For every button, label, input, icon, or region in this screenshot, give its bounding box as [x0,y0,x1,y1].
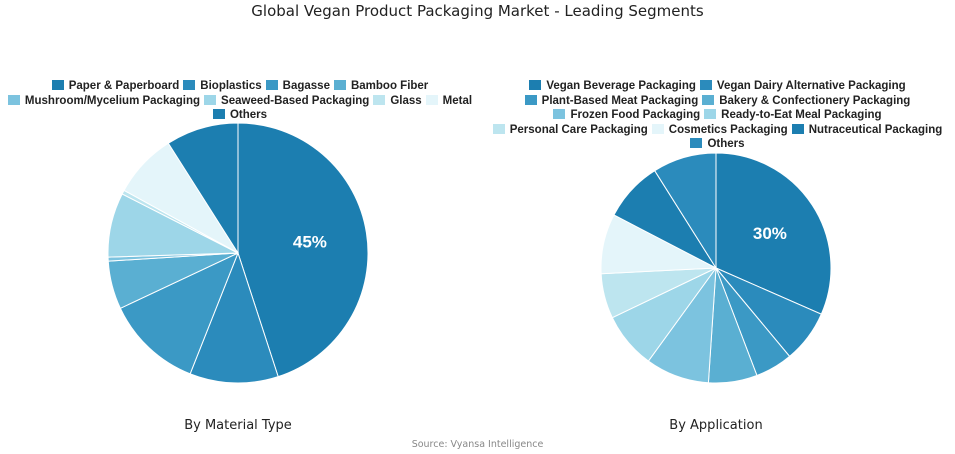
legend-swatch [212,109,225,119]
legend-item: Nutraceutical Packaging [791,123,943,138]
pie-slice [119,252,239,375]
legend-label: Personal Care Packaging [509,123,648,136]
slice-data-label: 45% [293,233,327,252]
legend-item: Bagasse [265,79,330,94]
legend-label: Vegan Dairy Alternative Packaging [716,80,906,92]
legend-item: Seaweed-Based Packaging [204,94,369,109]
material-type-subtitle: By Material Type [184,418,292,433]
pie-slice [189,251,279,384]
legend-swatch [51,80,64,90]
legend-item: Others [690,137,745,152]
application-legend: Vegan Beverage Packaging Vegan Dairy Alte… [485,79,950,152]
legend-swatch [204,94,217,105]
legend-label: Ready-to-Eat Meal Packaging [721,109,882,121]
legend-label: Glass [390,94,422,107]
legend-swatch [791,123,804,134]
legend-label: Others [229,109,268,121]
legend-item: Bakery & Confectionery Packaging [702,94,910,109]
legend-label: Vegan Beverage Packaging [546,80,696,92]
legend-item: Paper & Paperboard [51,79,180,94]
legend-swatch [699,80,712,90]
pie-slice [715,152,832,315]
legend-item: Vegan Beverage Packaging [529,79,696,94]
chart-title: Global Vegan Product Packaging Market - … [251,2,704,20]
legend-label: Bioplastics [200,80,262,92]
legend-swatch [492,123,505,134]
legend-item: Others [212,108,268,123]
legend-label: Cosmetics Packaging [668,123,788,136]
legend-swatch [425,94,438,105]
legend-item: Bioplastics [183,79,262,94]
pie-slice [237,122,369,378]
source-note: Source: Vyansa Intelligence [411,439,544,450]
legend-item: Ready-to-Eat Meal Packaging [704,108,882,123]
legend-label: Bakery & Confectionery Packaging [719,94,911,107]
legend-label: Bamboo Fiber [350,80,429,92]
application-subtitle: By Application [669,418,763,433]
legend-label: Mushroom/Mycelium Packaging [24,94,201,107]
material-type-legend: Paper & Paperboard Bioplastics Bagasse Bamb… [5,79,475,123]
pie-slice [654,152,717,270]
legend-label: Metal [442,94,473,107]
legend-swatch [651,123,664,134]
legend-swatch [183,80,196,90]
legend-swatch [7,94,20,105]
legend-item: Metal [425,94,473,109]
legend-label: Others [707,138,745,150]
legend-label: Paper & Paperboard [68,80,180,92]
legend-label: Plant-Based Meat Packaging [541,94,699,107]
legend-label: Frozen Food Packaging [570,109,701,121]
legend-swatch [333,80,346,90]
legend-label: Bagasse [282,80,330,92]
legend-item: Mushroom/Mycelium Packaging [7,94,201,109]
legend-swatch [373,94,386,105]
legend-label: Seaweed-Based Packaging [221,94,370,107]
legend-swatch [702,94,715,105]
legend-item: Cosmetics Packaging [651,123,788,138]
legend-item: Personal Care Packaging [492,123,648,138]
legend-item: Frozen Food Packaging [553,108,700,123]
legend-swatch [529,80,542,90]
legend-item: Vegan Dairy Alternative Packaging [699,79,906,94]
legend-swatch [265,80,278,90]
legend-label: Nutraceutical Packaging [808,123,943,136]
legend-swatch [704,109,717,119]
legend-item: Bamboo Fiber [333,79,429,94]
legend-swatch [524,94,537,105]
slice-data-label: 30% [753,224,787,243]
legend-swatch [553,109,566,119]
legend-swatch [690,138,703,148]
legend-item: Plant-Based Meat Packaging [524,94,699,109]
pie-slice [167,122,239,255]
legend-item: Glass [373,94,422,109]
